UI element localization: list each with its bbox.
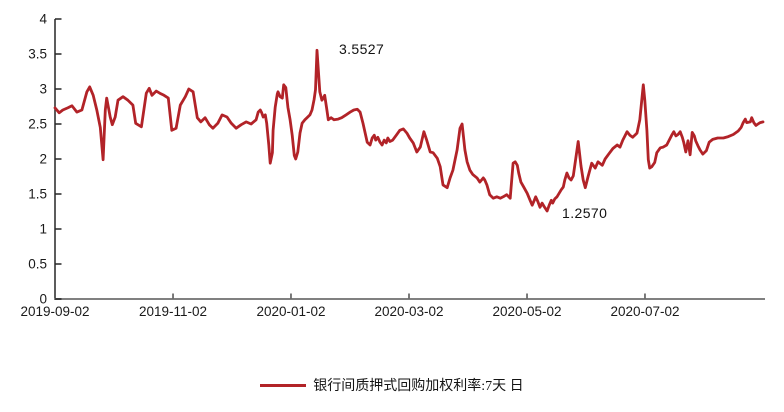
annotation-max-value: 3.5527	[338, 41, 385, 58]
y-tick-label: 0	[39, 292, 47, 307]
x-tick-label: 2020-05-02	[492, 304, 561, 319]
y-tick-label: 1	[39, 222, 47, 237]
x-tick-label: 2020-01-02	[256, 304, 325, 319]
y-tick-label: 1.5	[28, 187, 47, 202]
x-tick-label: 2020-07-02	[610, 304, 679, 319]
y-tick-label: 0.5	[28, 257, 47, 272]
y-tick-label: 2.5	[28, 117, 47, 132]
x-tick-label: 2020-03-02	[374, 304, 443, 319]
y-tick-label: 2	[39, 152, 47, 167]
legend-line-swatch	[260, 383, 307, 387]
annotation-min-value: 1.2570	[562, 205, 608, 221]
y-tick-label: 4	[39, 12, 47, 27]
series-line	[53, 48, 765, 213]
legend-label: 银行间质押式回购加权利率:7天 日	[313, 379, 524, 394]
legend: 银行间质押式回购加权利率:7天 日	[0, 374, 784, 396]
x-tick-label: 2019-09-02	[20, 304, 89, 319]
y-tick-label: 3	[39, 82, 47, 97]
y-tick-label: 3.5	[28, 47, 47, 62]
x-tick-label: 2019-11-02	[139, 304, 207, 319]
